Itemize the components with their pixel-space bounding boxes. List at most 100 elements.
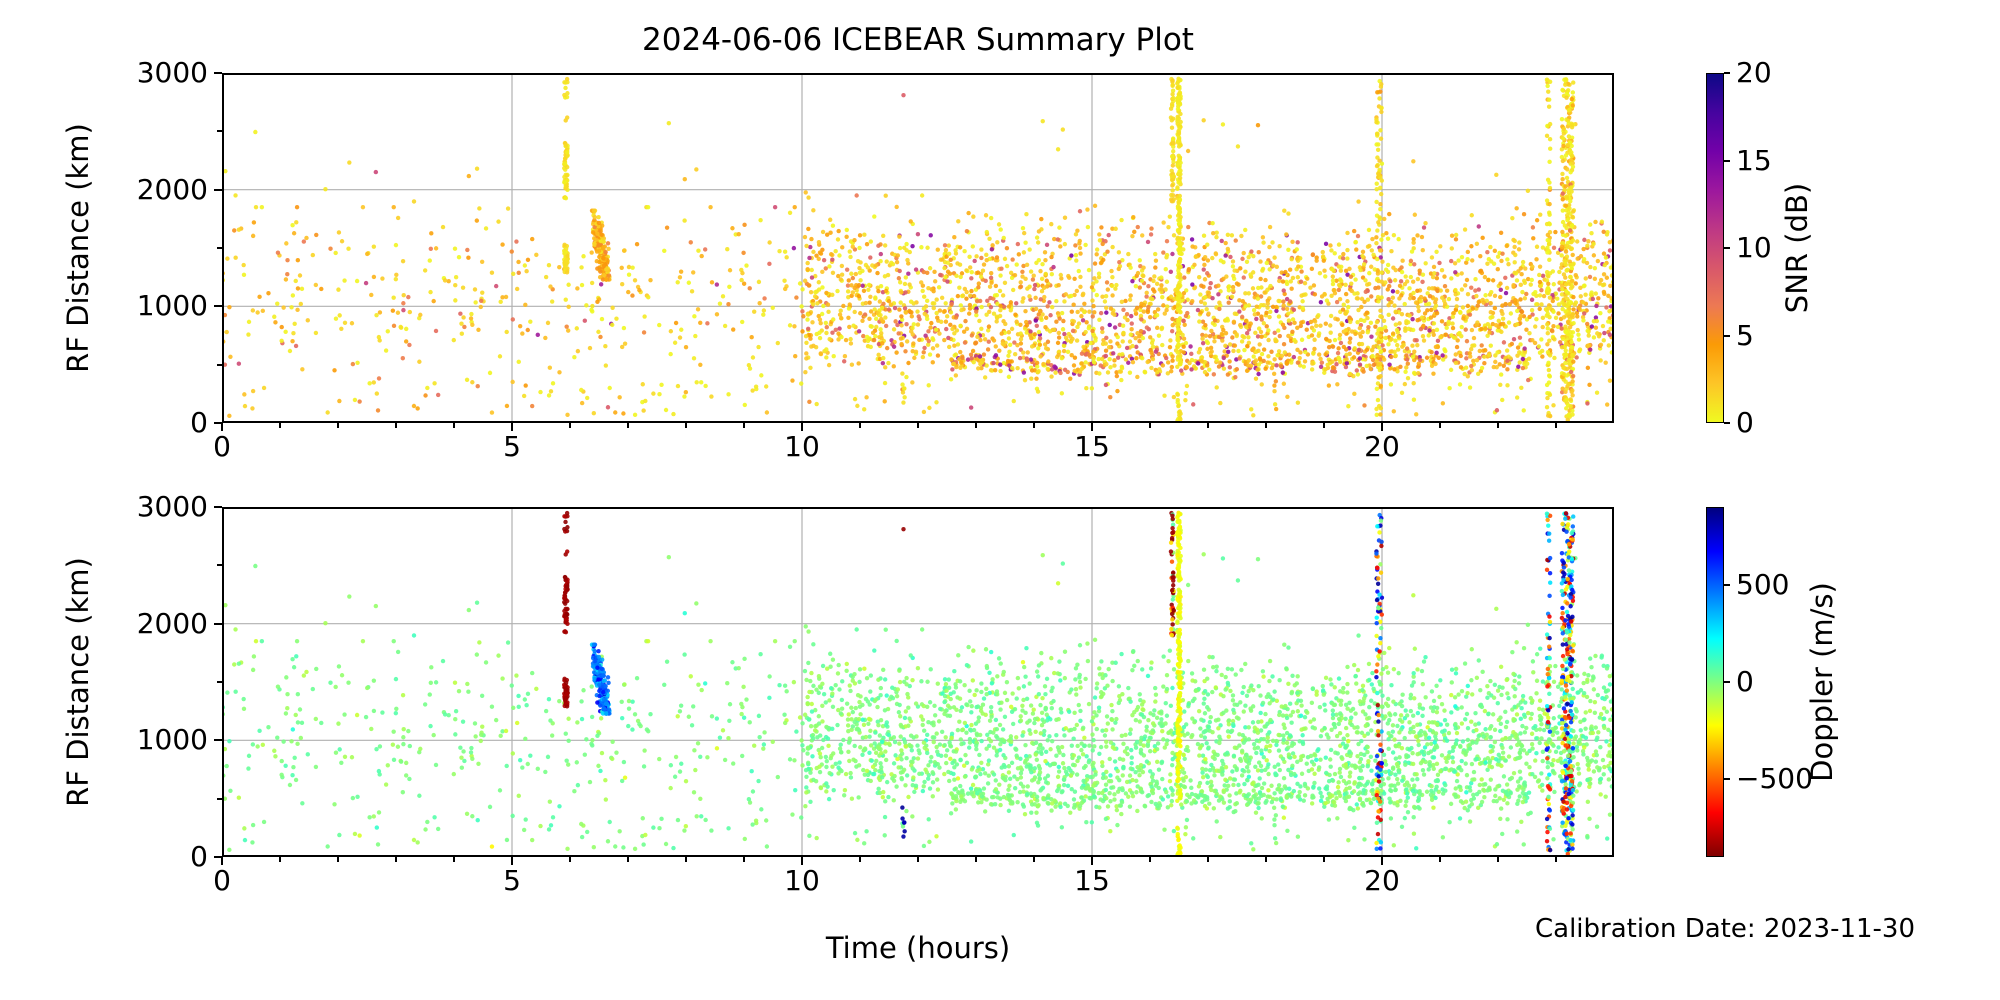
x-minor-tick — [337, 857, 339, 862]
x-tick-label: 15 — [1074, 864, 1110, 897]
x-tick — [511, 423, 513, 431]
x-tick — [1091, 423, 1093, 431]
x-minor-tick — [1033, 857, 1035, 862]
x-tick-label: 0 — [213, 864, 231, 897]
x-minor-tick — [859, 857, 861, 862]
doppler-scatter-panel — [222, 507, 1614, 857]
x-minor-tick — [1497, 423, 1499, 428]
colorbar-tick-label: 0 — [1736, 406, 1754, 439]
y-axis-label-bottom: RF Distance (km) — [61, 557, 95, 807]
x-tick-label: 15 — [1074, 430, 1110, 463]
x-minor-tick — [1323, 423, 1325, 428]
x-minor-tick — [569, 857, 571, 862]
y-tick — [214, 739, 222, 742]
x-minor-tick — [395, 423, 397, 428]
x-minor-tick — [1207, 857, 1209, 862]
colorbar-tick-label: 20 — [1736, 56, 1772, 89]
x-tick — [801, 423, 803, 431]
snr-colorbar — [1706, 73, 1724, 423]
figure-title: 2024-06-06 ICEBEAR Summary Plot — [642, 22, 1194, 58]
colorbar-tick — [1724, 72, 1730, 74]
x-minor-tick — [743, 857, 745, 862]
x-tick-label: 20 — [1364, 430, 1400, 463]
x-minor-tick — [569, 423, 571, 428]
y-tick-label: 1000 — [136, 723, 208, 757]
x-minor-tick — [453, 857, 455, 862]
colorbar-tick-label: 5 — [1736, 318, 1754, 352]
x-axis-label: Time (hours) — [825, 931, 1011, 965]
y-tick-label: 2000 — [136, 606, 208, 640]
x-minor-tick — [627, 857, 629, 862]
x-tick-label: 5 — [503, 864, 521, 897]
colorbar-tick — [1724, 681, 1730, 683]
doppler-colorbar — [1706, 507, 1724, 857]
x-tick-label: 10 — [784, 864, 820, 897]
x-minor-tick — [917, 423, 919, 428]
x-minor-tick — [1265, 423, 1267, 428]
y-tick — [214, 622, 222, 625]
colorbar-tick-label: 500 — [1736, 567, 1790, 601]
colorbar-tick — [1724, 334, 1730, 337]
colorbar-tick — [1724, 583, 1730, 586]
x-minor-tick — [975, 423, 977, 428]
snr-colorbar-label: SNR (dB) — [1780, 182, 1814, 314]
calibration-note: Calibration Date: 2023-11-30 — [1535, 914, 1915, 944]
x-minor-tick — [975, 857, 977, 862]
x-minor-tick — [685, 857, 687, 862]
y-minor-tick — [217, 564, 222, 567]
x-minor-tick — [859, 423, 861, 428]
x-tick — [1091, 857, 1093, 865]
colorbar-tick-label: 10 — [1736, 231, 1772, 264]
x-minor-tick — [1555, 857, 1557, 862]
y-tick — [214, 506, 222, 508]
x-minor-tick — [1555, 423, 1557, 428]
x-minor-tick — [917, 857, 919, 862]
colorbar-tick — [1724, 422, 1730, 424]
y-tick-label: 3000 — [136, 56, 208, 89]
y-tick-label: 3000 — [136, 490, 208, 523]
x-tick — [1381, 857, 1383, 865]
x-minor-tick — [627, 423, 629, 428]
x-minor-tick — [1149, 857, 1151, 862]
x-tick — [801, 857, 803, 865]
x-tick-label: 10 — [784, 430, 820, 463]
y-minor-tick — [217, 247, 222, 249]
x-minor-tick — [1207, 423, 1209, 428]
y-minor-tick — [217, 681, 222, 683]
x-minor-tick — [1033, 423, 1035, 428]
y-axis-label-top: RF Distance (km) — [61, 123, 95, 373]
x-minor-tick — [279, 423, 281, 428]
colorbar-tick-label: −500 — [1736, 762, 1813, 796]
x-tick — [511, 857, 513, 865]
x-minor-tick — [337, 423, 339, 428]
y-tick-label: 0 — [190, 840, 208, 873]
colorbar-tick — [1724, 778, 1730, 781]
x-minor-tick — [1149, 423, 1151, 428]
y-tick — [214, 72, 222, 74]
x-minor-tick — [743, 423, 745, 428]
colorbar-tick-label: 15 — [1736, 143, 1772, 177]
x-minor-tick — [1265, 857, 1267, 862]
x-tick-label: 5 — [503, 430, 521, 463]
y-tick — [214, 856, 222, 858]
y-minor-tick — [217, 363, 222, 366]
y-minor-tick — [217, 797, 222, 800]
colorbar-tick-label: 0 — [1736, 665, 1754, 698]
y-tick — [214, 422, 222, 424]
x-tick — [221, 857, 223, 865]
y-tick-label: 1000 — [136, 289, 208, 323]
y-tick — [214, 305, 222, 308]
y-tick — [214, 188, 222, 191]
x-tick-label: 20 — [1364, 864, 1400, 897]
x-minor-tick — [1439, 857, 1441, 862]
x-tick — [221, 423, 223, 431]
colorbar-tick — [1724, 159, 1730, 162]
x-minor-tick — [1439, 423, 1441, 428]
y-tick-label: 0 — [190, 406, 208, 439]
x-tick-label: 0 — [213, 430, 231, 463]
x-minor-tick — [1323, 857, 1325, 862]
x-minor-tick — [453, 423, 455, 428]
x-minor-tick — [279, 857, 281, 862]
x-minor-tick — [395, 857, 397, 862]
